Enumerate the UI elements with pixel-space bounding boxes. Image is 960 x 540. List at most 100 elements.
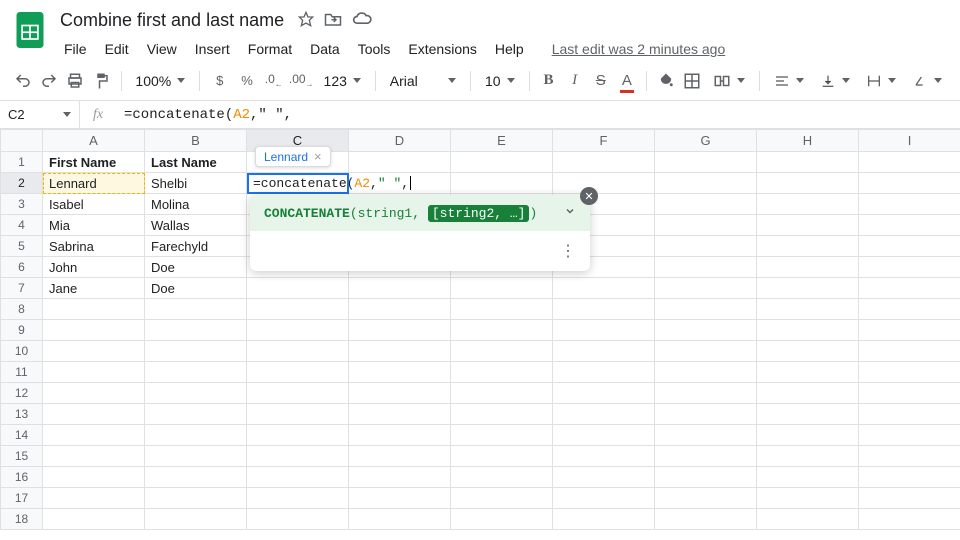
cell[interactable] <box>859 299 960 320</box>
cell[interactable] <box>757 383 859 404</box>
cell[interactable] <box>247 362 349 383</box>
currency-button[interactable]: $ <box>208 68 231 94</box>
cell[interactable] <box>145 320 247 341</box>
cell[interactable] <box>349 299 451 320</box>
cell[interactable] <box>859 341 960 362</box>
cell[interactable] <box>655 425 757 446</box>
cell[interactable] <box>655 488 757 509</box>
cell[interactable] <box>757 215 859 236</box>
undo-button[interactable] <box>12 68 34 94</box>
text-color-button[interactable]: A <box>616 68 638 94</box>
cell[interactable]: =concatenate(A2," ", <box>247 173 349 194</box>
cell[interactable] <box>757 446 859 467</box>
cell[interactable] <box>145 488 247 509</box>
cell[interactable]: Shelbi <box>145 173 247 194</box>
cell[interactable] <box>757 278 859 299</box>
menu-help[interactable]: Help <box>487 37 532 61</box>
name-box[interactable]: C2 <box>0 101 80 128</box>
cell[interactable] <box>655 152 757 173</box>
cell[interactable] <box>247 299 349 320</box>
cell[interactable] <box>859 509 960 530</box>
strikethrough-button[interactable]: S <box>590 68 612 94</box>
cell[interactable] <box>451 362 553 383</box>
cell[interactable] <box>451 152 553 173</box>
row-header[interactable]: 15 <box>1 446 43 467</box>
font-size-select[interactable]: 10 <box>479 69 521 93</box>
cell[interactable] <box>349 383 451 404</box>
cell[interactable] <box>655 173 757 194</box>
cell[interactable] <box>859 467 960 488</box>
cell[interactable] <box>553 425 655 446</box>
cell[interactable] <box>859 425 960 446</box>
cell[interactable] <box>349 278 451 299</box>
cell[interactable] <box>43 425 145 446</box>
col-header-A[interactable]: A <box>43 130 145 152</box>
row-header[interactable]: 4 <box>1 215 43 236</box>
cell[interactable] <box>655 320 757 341</box>
formula-input[interactable]: =concatenate(A2," ", <box>116 107 960 123</box>
cell[interactable] <box>349 152 451 173</box>
cell[interactable] <box>757 341 859 362</box>
cell[interactable] <box>43 383 145 404</box>
col-header-F[interactable]: F <box>553 130 655 152</box>
help-expand-icon[interactable] <box>564 205 576 221</box>
cell[interactable] <box>655 257 757 278</box>
menu-tools[interactable]: Tools <box>350 37 399 61</box>
cell[interactable] <box>451 173 553 194</box>
cell[interactable] <box>145 404 247 425</box>
cell[interactable] <box>553 341 655 362</box>
font-family-select[interactable]: Arial <box>384 69 462 93</box>
cell[interactable] <box>757 152 859 173</box>
cell[interactable] <box>757 509 859 530</box>
cell[interactable] <box>757 236 859 257</box>
bold-button[interactable]: B <box>537 68 559 94</box>
cell[interactable] <box>349 404 451 425</box>
redo-button[interactable] <box>38 68 60 94</box>
cell[interactable] <box>43 362 145 383</box>
cell[interactable] <box>757 299 859 320</box>
cell[interactable] <box>553 299 655 320</box>
doc-title[interactable]: Combine first and last name <box>56 8 288 33</box>
menu-extensions[interactable]: Extensions <box>400 37 484 61</box>
cell[interactable] <box>553 467 655 488</box>
cell[interactable] <box>757 194 859 215</box>
cell[interactable] <box>451 278 553 299</box>
spreadsheet-grid[interactable]: A B C D E F G H I 1First NameLast Name2L… <box>0 129 960 530</box>
col-header-I[interactable]: I <box>859 130 960 152</box>
cell[interactable] <box>43 488 145 509</box>
cell[interactable] <box>451 509 553 530</box>
cell[interactable] <box>451 467 553 488</box>
cell[interactable] <box>349 425 451 446</box>
cell[interactable] <box>553 320 655 341</box>
cell[interactable] <box>553 152 655 173</box>
print-button[interactable] <box>64 68 86 94</box>
cell[interactable] <box>553 362 655 383</box>
cell[interactable] <box>451 404 553 425</box>
last-edit-link[interactable]: Last edit was 2 minutes ago <box>552 41 726 57</box>
paint-format-button[interactable] <box>90 68 112 94</box>
cell[interactable] <box>247 383 349 404</box>
cell[interactable]: Doe <box>145 278 247 299</box>
row-header[interactable]: 8 <box>1 299 43 320</box>
help-more-icon[interactable]: ⋮ <box>560 241 576 261</box>
cell[interactable] <box>451 341 553 362</box>
col-header-D[interactable]: D <box>349 130 451 152</box>
cell[interactable] <box>553 278 655 299</box>
cell[interactable] <box>43 467 145 488</box>
cell[interactable] <box>247 278 349 299</box>
cell[interactable] <box>145 509 247 530</box>
cell[interactable]: Farechyld <box>145 236 247 257</box>
cell[interactable] <box>655 509 757 530</box>
cell[interactable] <box>145 425 247 446</box>
cell[interactable] <box>859 152 960 173</box>
select-all-corner[interactable] <box>1 130 43 152</box>
cell[interactable] <box>655 341 757 362</box>
decrease-decimal-button[interactable]: .0← <box>263 68 285 94</box>
cell[interactable] <box>655 383 757 404</box>
cell[interactable] <box>553 509 655 530</box>
cell[interactable]: Wallas <box>145 215 247 236</box>
vertical-align-button[interactable] <box>814 69 856 93</box>
menu-file[interactable]: File <box>56 37 95 61</box>
col-header-E[interactable]: E <box>451 130 553 152</box>
cell[interactable] <box>655 404 757 425</box>
